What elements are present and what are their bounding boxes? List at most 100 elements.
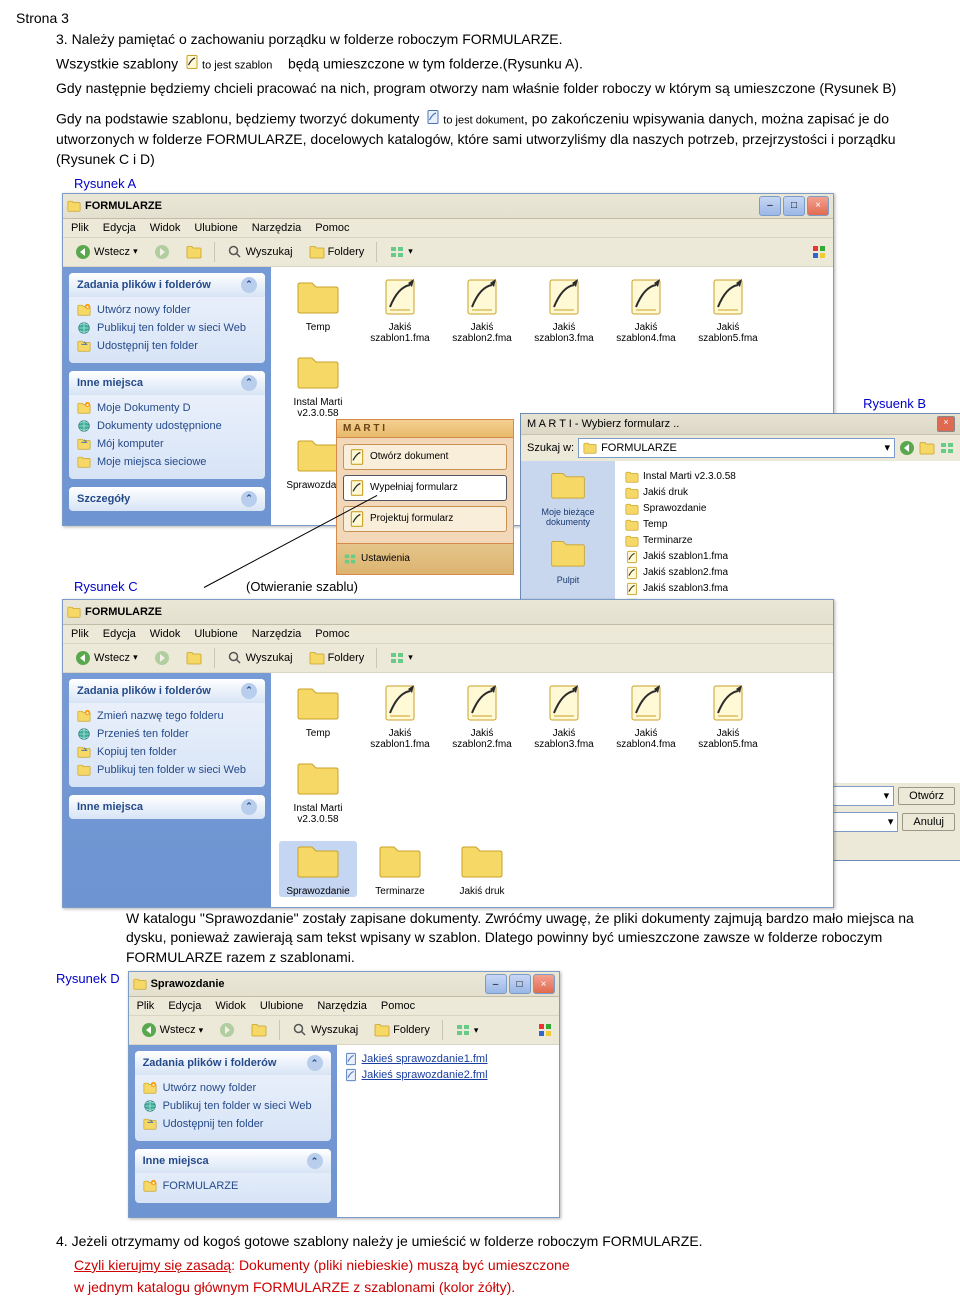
views-button[interactable]: ▾ [383,648,419,668]
back-button[interactable]: Wstecz ▾ [135,1020,210,1040]
menu-plik[interactable]: Plik [71,628,89,640]
dialog-list-item[interactable]: Sprawozdanie [623,501,953,517]
up-button[interactable] [180,648,208,668]
up-button[interactable] [245,1020,273,1040]
close-button[interactable]: × [937,416,955,432]
sidebar-task-item[interactable]: Publikuj ten folder w sieci Web [75,319,259,337]
file-item[interactable]: Sprawozdanie [279,841,357,897]
search-button[interactable]: Wyszukaj [221,648,299,668]
file-item[interactable]: Jakiś druk [443,841,521,897]
file-item[interactable]: Jakiś szablon3.fma [525,277,603,344]
menu-pomoc[interactable]: Pomoc [315,222,349,234]
sidebar-panel-header[interactable]: Zadania plików i folderów⌃ [69,679,265,703]
sidebar-task-item[interactable]: Publikuj ten folder w sieci Web [141,1097,325,1115]
file-item[interactable]: Temp [279,683,357,750]
chevron-icon[interactable]: ⌃ [307,1153,323,1169]
menu-edycja[interactable]: Edycja [103,628,136,640]
views-icon[interactable] [939,440,955,456]
file-item[interactable]: Jakiś szablon2.fma [443,683,521,750]
back-icon[interactable] [899,440,915,456]
dialog-list-item[interactable]: Terminarze [623,533,953,549]
forward-button[interactable] [148,648,176,668]
dialog-list-item[interactable]: Jakiś szablon1.fma [623,549,953,565]
dialog-list-item[interactable]: Jakiś szablon2.fma [623,565,953,581]
file-pane[interactable]: TempJakiś szablon1.fmaJakiś szablon2.fma… [271,673,833,907]
back-button[interactable]: Wstecz ▾ [69,648,144,668]
sidebar-task-item[interactable]: Kopiuj ten folder [75,743,259,761]
file-item[interactable]: Temp [279,277,357,344]
sidebar-panel-header[interactable]: Inne miejsca⌃ [135,1149,331,1173]
dialog-list-item[interactable]: Jakiś druk [623,485,953,501]
dialog-list-item[interactable]: Instal Marti v2.3.0.58 [623,469,953,485]
file-item[interactable]: Jakiś szablon1.fma [361,683,439,750]
sidebar-task-item[interactable]: Utwórz nowy folder [141,1079,325,1097]
file-row[interactable]: Jakieś sprawozdanie1.fml [343,1051,553,1067]
chevron-icon[interactable]: ⌃ [241,277,257,293]
menu-ulubione[interactable]: Ulubione [194,222,237,234]
file-item[interactable]: Jakiś szablon2.fma [443,277,521,344]
folders-button[interactable]: Foldery [303,648,371,668]
forward-button[interactable] [148,242,176,262]
dialog-list-item[interactable]: Jakiś szablon3.fma [623,581,953,597]
sidebar-task-item[interactable]: FORMULARZE [141,1177,325,1195]
folders-button[interactable]: Foldery [368,1020,436,1040]
dialog-list-item[interactable]: Temp [623,517,953,533]
folders-button[interactable]: Foldery [303,242,371,262]
file-item[interactable]: Jakiś szablon5.fma [689,683,767,750]
sidebar-panel-header[interactable]: Zadania plików i folderów⌃ [69,273,265,297]
places-item[interactable]: Moje bieżące dokumenty [525,467,611,527]
menu-edycja[interactable]: Edycja [168,1000,201,1012]
up-button[interactable] [180,242,208,262]
sidebar-task-item[interactable]: Przenieś ten folder [75,725,259,743]
menu-ulubione[interactable]: Ulubione [260,1000,303,1012]
file-row[interactable]: Jakieś sprawozdanie2.fml [343,1067,553,1083]
menu-pomoc[interactable]: Pomoc [381,1000,415,1012]
minimize-button[interactable]: – [759,196,781,216]
close-button[interactable]: × [807,196,829,216]
sidebar-panel-header[interactable]: Inne miejsca⌃ [69,371,265,395]
menu-narzędzia[interactable]: Narzędzia [252,628,302,640]
views-button[interactable]: ▾ [449,1020,485,1040]
menu-widok[interactable]: Widok [215,1000,246,1012]
menu-plik[interactable]: Plik [137,1000,155,1012]
search-button[interactable]: Wyszukaj [221,242,299,262]
file-item[interactable]: Instal Marti v2.3.0.58 [279,758,357,825]
places-item[interactable]: Pulpit [525,535,611,585]
search-button[interactable]: Wyszukaj [286,1020,364,1040]
file-item[interactable]: Jakiś szablon3.fma [525,683,603,750]
file-item[interactable]: Jakiś szablon4.fma [607,277,685,344]
file-item[interactable]: Jakiś szablon5.fma [689,277,767,344]
file-item[interactable]: Jakiś szablon4.fma [607,683,685,750]
menu-widok[interactable]: Widok [150,628,181,640]
marti-item[interactable]: Otwórz dokument [343,444,507,470]
maximize-button[interactable]: □ [509,974,531,994]
views-button[interactable]: ▾ [383,242,419,262]
menu-narzędzia[interactable]: Narzędzia [252,222,302,234]
maximize-button[interactable]: □ [783,196,805,216]
file-item[interactable]: Terminarze [361,841,439,897]
sidebar-task-item[interactable]: Udostępnij ten folder [141,1115,325,1133]
sidebar-panel-header[interactable]: Zadania plików i folderów⌃ [135,1051,331,1075]
menu-narzędzia[interactable]: Narzędzia [317,1000,367,1012]
up-icon[interactable] [919,440,935,456]
chevron-icon[interactable]: ⌃ [307,1055,323,1071]
sidebar-task-item[interactable]: Publikuj ten folder w sieci Web [75,761,259,779]
marti-item[interactable]: Wypełniaj formularz [343,475,507,501]
marti-settings[interactable]: Ustawienia [361,553,410,564]
open-button[interactable]: Otwórz [898,787,955,805]
lookin-dropdown[interactable]: FORMULARZE▾ [578,438,895,458]
chevron-icon[interactable]: ⌃ [241,799,257,815]
file-pane[interactable]: Jakieś sprawozdanie1.fmlJakieś sprawozda… [337,1045,559,1217]
sidebar-task-item[interactable]: Utwórz nowy folder [75,301,259,319]
chevron-icon[interactable]: ⌃ [241,375,257,391]
menu-ulubione[interactable]: Ulubione [194,628,237,640]
sidebar-panel-header[interactable]: Inne miejsca⌃ [69,795,265,819]
menu-edycja[interactable]: Edycja [103,222,136,234]
sidebar-task-item[interactable]: Udostępnij ten folder [75,337,259,355]
sidebar-task-item[interactable]: Zmień nazwę tego folderu [75,707,259,725]
file-item[interactable]: Jakiś szablon1.fma [361,277,439,344]
menu-pomoc[interactable]: Pomoc [315,628,349,640]
menu-plik[interactable]: Plik [71,222,89,234]
close-button[interactable]: × [533,974,555,994]
forward-button[interactable] [213,1020,241,1040]
